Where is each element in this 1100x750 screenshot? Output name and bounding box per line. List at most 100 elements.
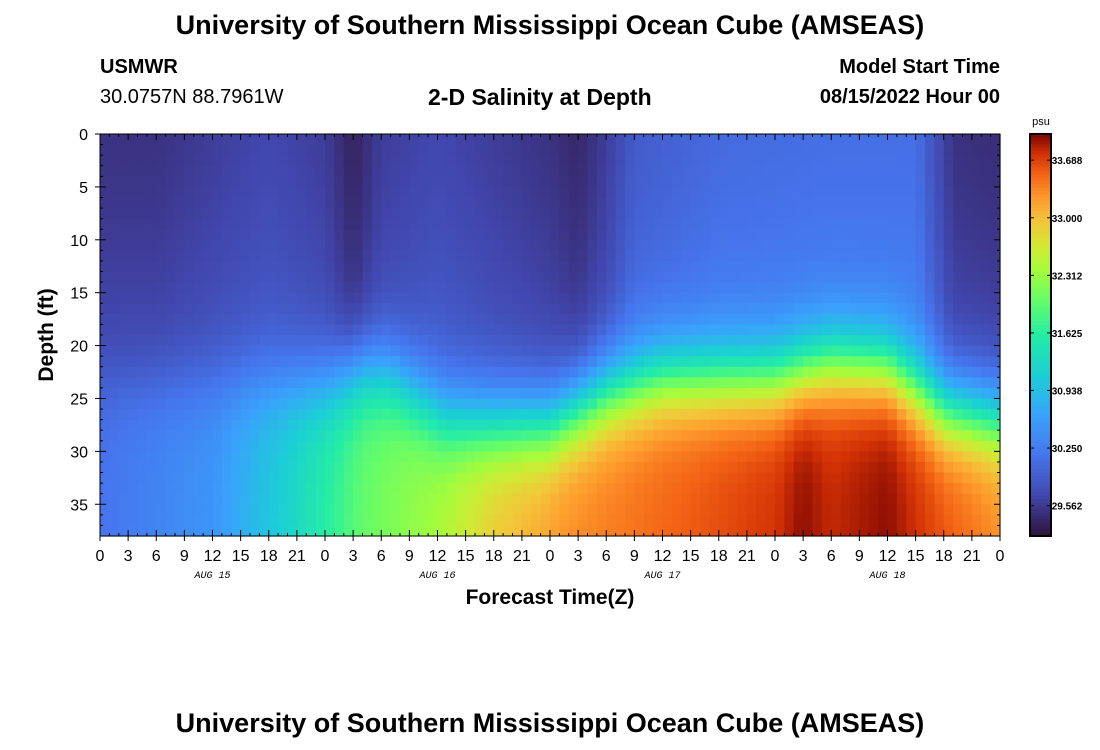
heatmap-cell	[296, 197, 307, 209]
heatmap-cell	[653, 504, 664, 516]
heatmap-cell	[981, 356, 992, 368]
heatmap-cell	[371, 271, 382, 283]
heatmap-cell	[475, 303, 485, 315]
heatmap-cell	[484, 377, 495, 389]
heatmap-cell	[390, 345, 401, 357]
heatmap-cell	[700, 356, 710, 368]
heatmap-cell	[587, 493, 598, 505]
heatmap-cell	[934, 324, 945, 336]
heatmap-cell	[540, 419, 551, 431]
heatmap-cell	[184, 335, 195, 347]
heatmap-cell	[418, 208, 429, 220]
heatmap-cell	[981, 197, 992, 209]
heatmap-cell	[756, 292, 767, 304]
heatmap-cell	[812, 525, 823, 537]
heatmap-cell	[934, 208, 945, 220]
heatmap-cell	[934, 229, 945, 241]
heatmap-cell	[137, 472, 148, 484]
heatmap-cell	[906, 229, 917, 241]
heatmap-cell	[596, 239, 607, 251]
heatmap-cell	[971, 472, 982, 484]
heatmap-cell	[634, 483, 645, 495]
heatmap-cell	[334, 504, 345, 516]
heatmap-cell	[418, 292, 429, 304]
colorbar-segment	[1030, 515, 1051, 520]
heatmap-cell	[109, 250, 120, 262]
heatmap-cell	[193, 493, 204, 505]
heatmap-cell	[859, 176, 870, 188]
heatmap-cell	[803, 229, 814, 241]
heatmap-cell	[671, 165, 682, 177]
heatmap-cell	[653, 271, 664, 283]
heatmap-cell	[400, 419, 410, 431]
heatmap-cell	[362, 144, 373, 156]
heatmap-cell	[212, 292, 223, 304]
heatmap-cell	[165, 134, 176, 146]
heatmap-cell	[193, 483, 204, 495]
heatmap-cell	[868, 303, 879, 315]
heatmap-cell	[793, 229, 804, 241]
heatmap-cell	[953, 377, 964, 389]
heatmap-cell	[587, 239, 598, 251]
heatmap-cell	[381, 440, 392, 452]
heatmap-cell	[296, 229, 307, 241]
heatmap-cell	[559, 483, 570, 495]
heatmap-cell	[146, 250, 157, 262]
heatmap-cell	[896, 345, 907, 357]
heatmap-cell	[100, 208, 110, 220]
heatmap-cell	[325, 430, 335, 442]
heatmap-cell	[709, 335, 720, 347]
heatmap-cell	[146, 472, 157, 484]
heatmap-cell	[325, 461, 335, 474]
heatmap-cell	[775, 229, 785, 241]
heatmap-cell	[868, 461, 879, 474]
heatmap-cell	[606, 250, 617, 262]
heatmap-cell	[578, 493, 589, 505]
heatmap-cell	[700, 493, 710, 505]
heatmap-cell	[737, 472, 748, 484]
heatmap-cell	[390, 271, 401, 283]
heatmap-cell	[212, 377, 223, 389]
heatmap-cell	[962, 335, 973, 347]
heatmap-cell	[193, 282, 204, 294]
heatmap-cell	[400, 525, 410, 537]
colorbar-segment	[1030, 147, 1051, 152]
heatmap-cell	[193, 504, 204, 516]
heatmap-cell	[456, 472, 467, 484]
heatmap-cell	[231, 335, 242, 347]
heatmap-cell	[728, 419, 739, 431]
heatmap-cell	[840, 208, 851, 220]
heatmap-cell	[512, 313, 523, 326]
heatmap-cell	[634, 165, 645, 177]
heatmap-cell	[521, 493, 532, 505]
heatmap-cell	[409, 472, 420, 484]
heatmap-cell	[203, 134, 214, 146]
heatmap-cell	[146, 387, 157, 400]
heatmap-cell	[934, 440, 945, 452]
heatmap-cell	[371, 250, 382, 262]
heatmap-cell	[587, 176, 598, 188]
heatmap-cell	[521, 461, 532, 474]
heatmap-cell	[756, 493, 767, 505]
heatmap-cell	[315, 514, 326, 527]
heatmap-cell	[221, 366, 232, 378]
heatmap-cell	[859, 197, 870, 209]
heatmap-cell	[625, 134, 635, 146]
heatmap-cell	[287, 155, 298, 167]
heatmap-cell	[156, 440, 167, 452]
heatmap-cell	[793, 324, 804, 336]
colorbar-segment	[1030, 505, 1051, 510]
heatmap-cell	[793, 440, 804, 452]
heatmap-cell	[484, 165, 495, 177]
heatmap-cell	[606, 377, 617, 389]
heatmap-cell	[446, 525, 457, 537]
heatmap-cell	[100, 398, 110, 410]
colorbar-segment	[1030, 398, 1051, 403]
colorbar-segment	[1030, 194, 1051, 199]
heatmap-cell	[446, 451, 457, 463]
heatmap-cell	[240, 165, 251, 177]
heatmap-cell	[690, 260, 701, 273]
heatmap-cell	[943, 440, 954, 452]
heatmap-cell	[390, 250, 401, 262]
heatmap-cell	[503, 134, 514, 146]
